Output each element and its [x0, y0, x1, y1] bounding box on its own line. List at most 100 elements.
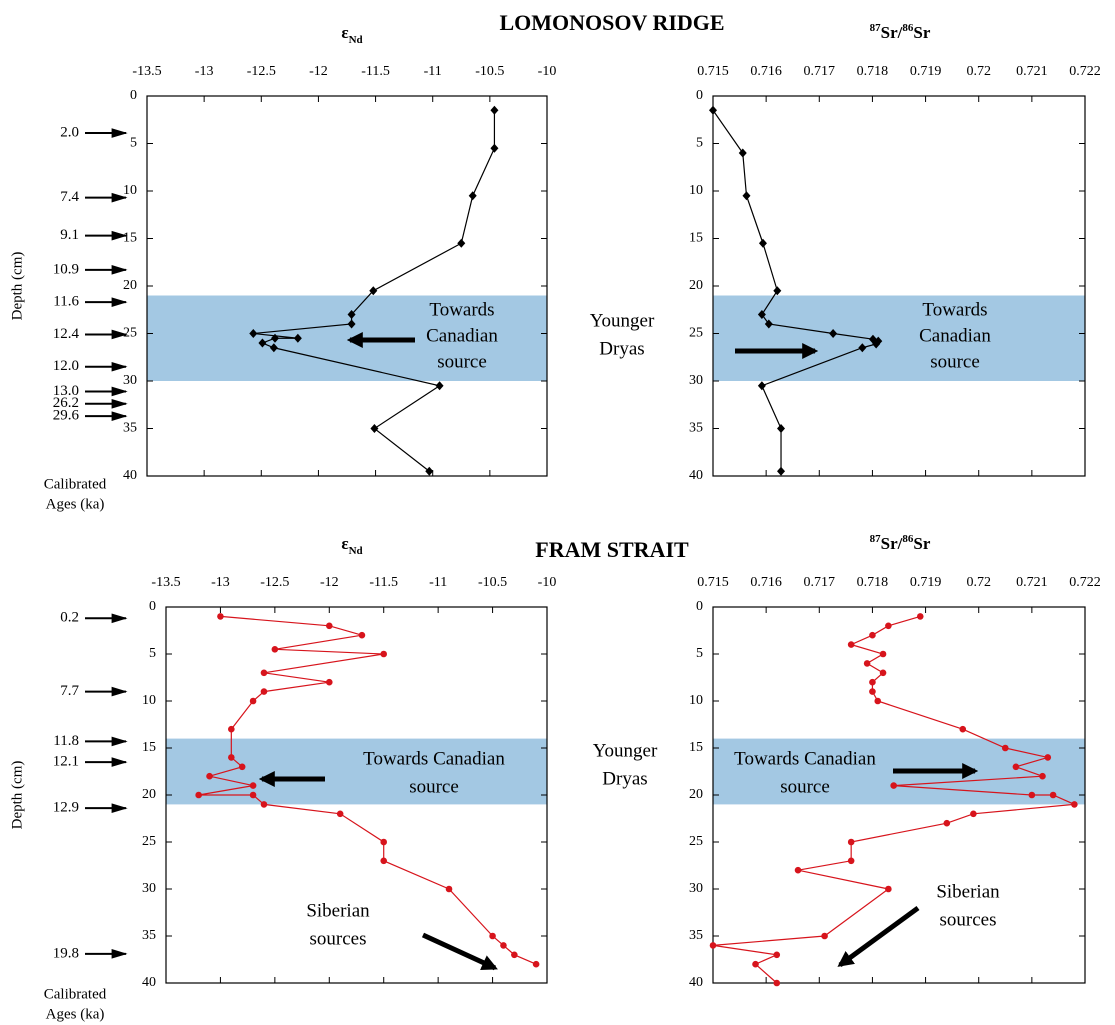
- y-tick-label: 30: [689, 881, 703, 896]
- x-tick-label: -11.5: [369, 575, 398, 590]
- marker: [260, 688, 268, 695]
- marker: [970, 810, 977, 818]
- annotation: Towards: [429, 299, 494, 320]
- chart-title: 87Sr/86Sr: [870, 22, 931, 42]
- age-label: 11.8: [53, 733, 79, 749]
- marker: [206, 772, 213, 780]
- y-tick-label: 40: [689, 975, 703, 990]
- marker: [869, 631, 876, 639]
- plot-frame: [712, 95, 1086, 477]
- annotation: sources: [940, 909, 997, 930]
- age-label: 7.7: [60, 683, 79, 699]
- marker: [260, 801, 268, 808]
- x-tick-label: -12: [320, 575, 339, 590]
- x-tick-label: 0.715: [697, 575, 729, 590]
- marker: [1039, 772, 1046, 780]
- marker: [1028, 791, 1036, 799]
- marker: [959, 725, 967, 733]
- annotation: source: [437, 351, 487, 372]
- marker: [271, 646, 279, 653]
- x-tick-label: -13.5: [132, 64, 161, 79]
- x-tick-label: 0.716: [750, 575, 782, 590]
- y-tick-label: 10: [123, 183, 137, 198]
- title-part: Sr/: [881, 534, 903, 553]
- younger-dryas-label: Dryas: [599, 338, 644, 359]
- x-tick-label: -10.5: [475, 64, 504, 79]
- title-part: Sr: [913, 23, 930, 42]
- y-tick-label: 5: [149, 646, 156, 661]
- ages-label: Ages (ka): [46, 1006, 105, 1022]
- marker: [490, 105, 499, 115]
- marker: [445, 885, 453, 893]
- annotation: Towards: [922, 299, 987, 320]
- marker: [1012, 763, 1020, 771]
- y-tick-label: 20: [689, 278, 703, 293]
- marker: [752, 960, 759, 968]
- age-label: 7.4: [60, 189, 79, 205]
- x-tick-label: 0.72: [966, 575, 991, 590]
- y-tick-label: 35: [689, 421, 703, 436]
- arrow: [421, 932, 498, 971]
- marker: [738, 148, 747, 158]
- marker: [777, 424, 786, 433]
- age-label: 11.6: [53, 294, 79, 310]
- marker: [829, 329, 838, 338]
- x-tick-label: 0.721: [1016, 575, 1048, 590]
- marker: [794, 866, 802, 874]
- marker: [238, 763, 246, 771]
- chart-title: 87Sr/86Sr: [870, 533, 931, 553]
- x-tick-label: 0.715: [697, 64, 729, 79]
- marker: [369, 286, 378, 296]
- title-part: ε: [341, 534, 348, 553]
- y-tick-label: 40: [689, 468, 703, 483]
- marker: [249, 791, 257, 799]
- y-tick-label: 30: [689, 373, 703, 388]
- marker: [217, 613, 224, 620]
- x-tick-label: 0.718: [857, 64, 889, 79]
- annotation: sources: [310, 928, 367, 949]
- marker: [269, 343, 278, 353]
- x-tick-label: -11: [429, 575, 447, 590]
- x-tick-label: -12: [309, 64, 328, 79]
- marker: [490, 143, 499, 153]
- marker: [758, 238, 767, 248]
- x-tick-label: -13: [211, 575, 230, 590]
- y-axis-label: Depth (cm): [9, 761, 25, 830]
- marker: [874, 697, 882, 705]
- age-label: 12.4: [53, 326, 80, 342]
- y-tick-label: 5: [696, 136, 703, 151]
- x-tick-label: -13.5: [151, 575, 180, 590]
- marker: [847, 641, 855, 648]
- age-label: 2.0: [60, 124, 79, 140]
- marker: [943, 819, 951, 827]
- marker: [489, 932, 496, 940]
- x-tick-label: 0.722: [1069, 575, 1101, 590]
- marker: [757, 381, 766, 391]
- x-tick-label: -10: [538, 575, 557, 590]
- y-tick-label: 35: [142, 928, 156, 943]
- marker: [777, 466, 786, 476]
- y-tick-label: 20: [689, 787, 703, 802]
- x-tick-label: -11: [424, 64, 442, 79]
- marker: [258, 338, 267, 348]
- x-tick-label: 0.716: [750, 64, 782, 79]
- y-tick-label: 10: [689, 183, 703, 198]
- y-tick-label: 30: [123, 373, 137, 388]
- marker: [879, 650, 887, 658]
- annotation: Siberian: [936, 881, 1000, 902]
- marker: [764, 319, 773, 329]
- marker: [742, 191, 751, 201]
- marker: [468, 191, 477, 201]
- marker: [1044, 754, 1052, 761]
- title-part: 87: [870, 533, 882, 545]
- y-tick-label: 20: [123, 278, 137, 293]
- marker: [879, 669, 887, 677]
- marker: [757, 310, 766, 319]
- section-heading: FRAM STRAIT: [535, 537, 689, 562]
- x-tick-label: -13: [195, 64, 214, 79]
- marker: [916, 613, 924, 620]
- marker: [869, 688, 876, 695]
- arrow: [837, 905, 920, 968]
- chart-title: εNd: [341, 534, 362, 557]
- ages-label: Calibrated: [44, 476, 107, 492]
